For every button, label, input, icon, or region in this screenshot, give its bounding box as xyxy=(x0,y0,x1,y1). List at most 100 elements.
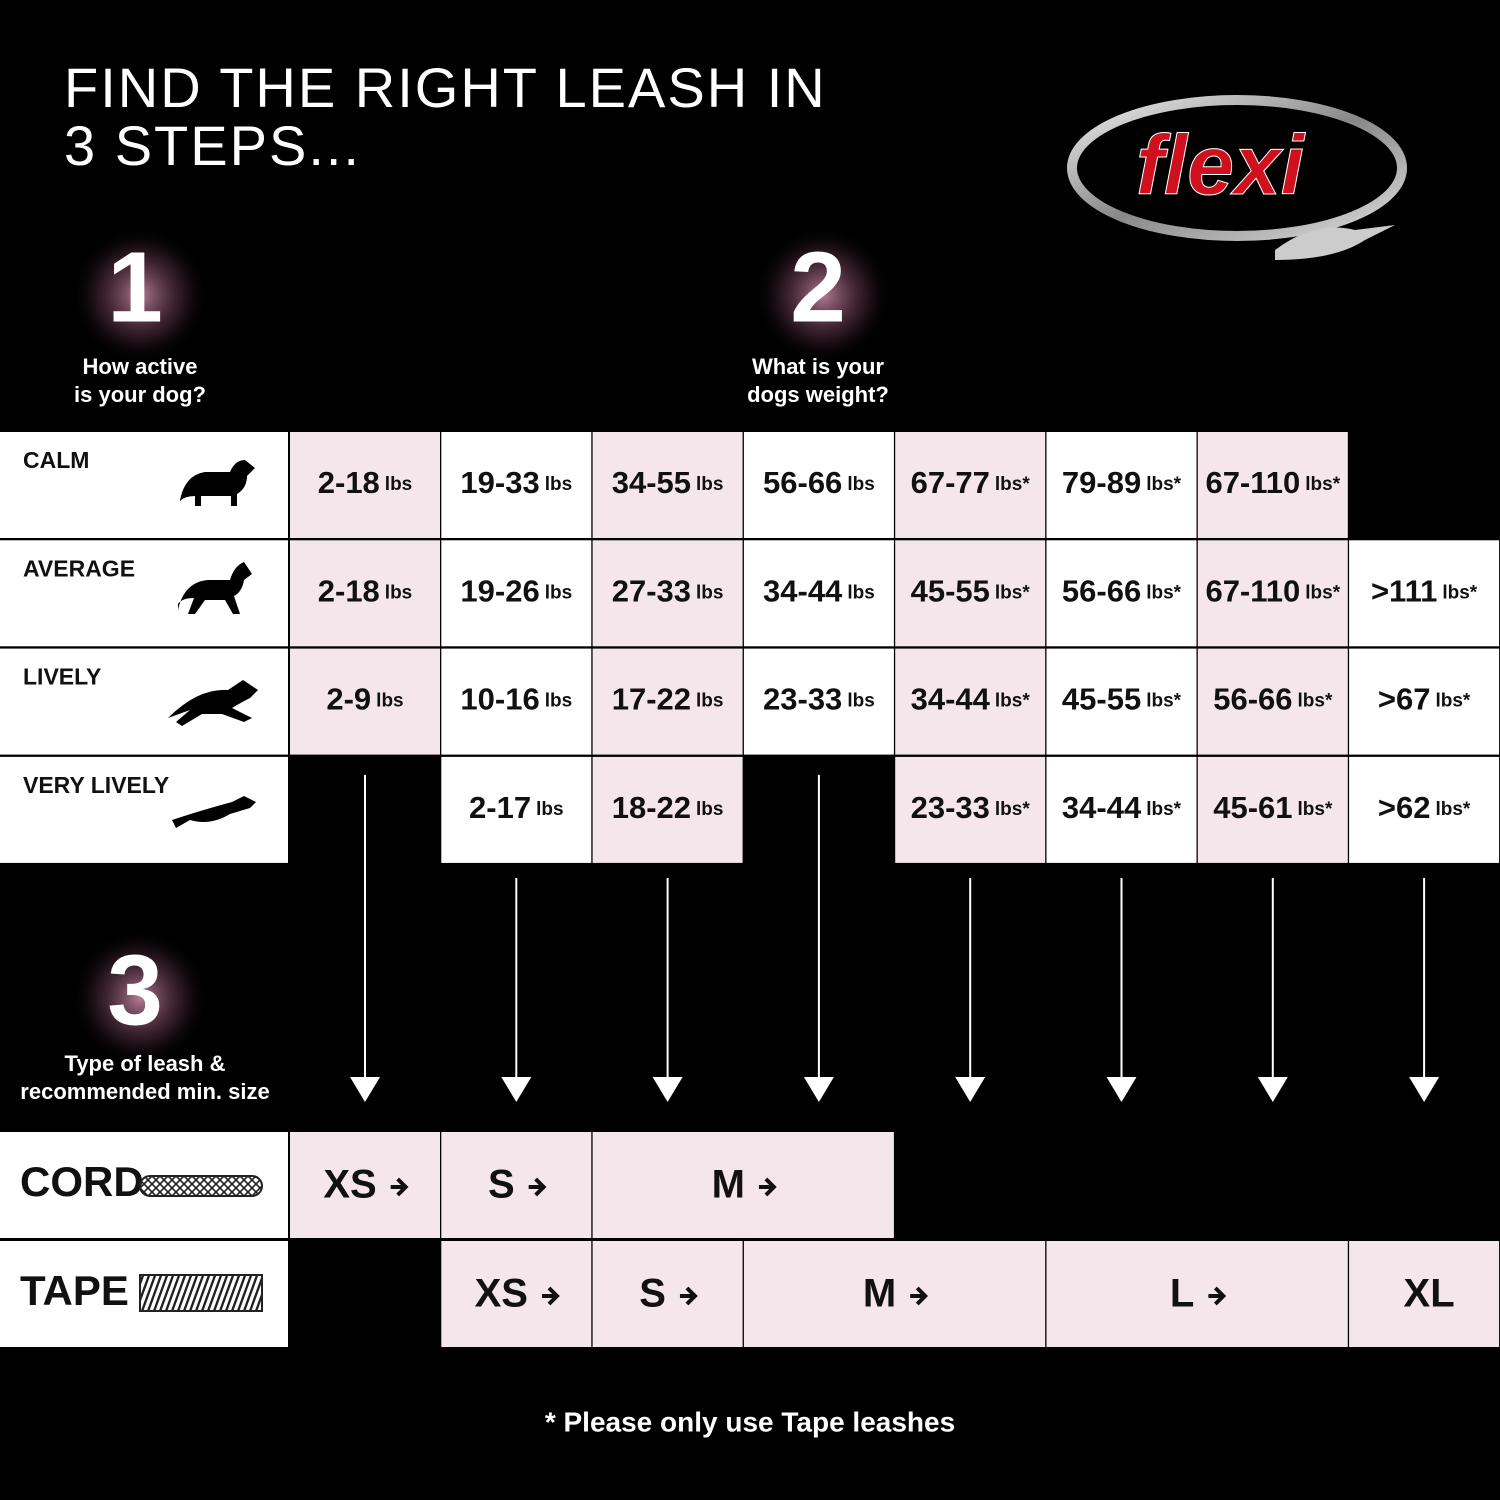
footnote: * Please only use Tape leashes xyxy=(545,1406,955,1437)
weight-range: 17-22 xyxy=(612,682,691,717)
weight-range: 2-9 xyxy=(326,682,371,717)
weight-unit: lbs* xyxy=(1298,799,1333,820)
weight-range: 45-55 xyxy=(911,573,990,608)
weight-unit: lbs xyxy=(847,691,874,712)
weight-range: 56-66 xyxy=(763,465,842,500)
weight-cell xyxy=(441,432,592,538)
weight-unit: lbs xyxy=(847,474,874,495)
size-arrow xyxy=(1208,1286,1227,1306)
weight-unit: lbs* xyxy=(1298,691,1333,712)
weight-unit: lbs* xyxy=(1435,799,1470,820)
weight-unit: lbs* xyxy=(995,582,1030,603)
weight-range: 67-110 xyxy=(1205,573,1300,608)
weight-cell xyxy=(1046,648,1197,755)
size-label: S xyxy=(488,1163,515,1207)
weight-range: 2-18 xyxy=(318,465,380,500)
size-arrow xyxy=(390,1177,409,1197)
weight-text: 34-55 lbs xyxy=(612,465,724,500)
weight-cell xyxy=(290,432,440,538)
arrow-head xyxy=(1409,1077,1440,1102)
weight-cell xyxy=(1046,540,1197,647)
weight-range: 45-55 xyxy=(1062,682,1141,717)
weight-cell xyxy=(290,540,440,647)
size-cell xyxy=(441,1132,592,1238)
dog-icon xyxy=(168,680,258,726)
weight-cell xyxy=(1197,648,1348,755)
weight-unit: lbs* xyxy=(1146,691,1181,712)
weight-cell xyxy=(1197,756,1348,863)
arrow-head xyxy=(1257,1077,1288,1102)
size-arrow xyxy=(758,1177,777,1197)
step-label: Type of leash & xyxy=(65,1051,226,1076)
size-cell xyxy=(743,1241,1046,1347)
weight-text: >62 lbs* xyxy=(1378,790,1471,825)
weight-range: 2-17 xyxy=(469,790,531,825)
logo-dog xyxy=(1275,225,1395,260)
weight-text: 2-17 lbs xyxy=(469,790,564,825)
weight-range: 34-44 xyxy=(1062,790,1142,825)
size-cell xyxy=(1349,1241,1500,1347)
weight-range: 67-110 xyxy=(1205,465,1300,500)
size-cell xyxy=(290,1132,440,1238)
tape-icon xyxy=(139,1274,263,1312)
weight-unit: lbs xyxy=(696,582,723,603)
weight-text: 34-44 lbs* xyxy=(911,682,1031,717)
size-arrow xyxy=(528,1177,547,1197)
weight-unit: lbs xyxy=(696,691,723,712)
weight-unit: lbs* xyxy=(1146,799,1181,820)
weight-text: 23-33 lbs* xyxy=(911,790,1031,825)
size-cell xyxy=(592,1241,743,1347)
arrow-head xyxy=(350,1077,380,1102)
weight-range: 67-77 xyxy=(911,465,990,500)
weight-range: 56-66 xyxy=(1213,682,1292,717)
weight-cell xyxy=(592,432,743,538)
weight-text: 45-55 lbs* xyxy=(1062,682,1182,717)
weight-cell xyxy=(1197,540,1348,647)
weight-unit: lbs xyxy=(376,691,403,712)
weight-unit: lbs xyxy=(545,582,572,603)
weight-unit: lbs* xyxy=(1146,582,1181,603)
weight-text: 2-18 lbs xyxy=(318,465,413,500)
dog-icon xyxy=(178,562,252,614)
weight-range: 10-16 xyxy=(460,682,539,717)
weight-cell xyxy=(743,648,894,755)
arrow-head xyxy=(1106,1077,1137,1102)
weight-range: 34-44 xyxy=(763,573,843,608)
weight-cell xyxy=(1046,432,1197,538)
arrow-head xyxy=(803,1077,834,1102)
weight-range: 79-89 xyxy=(1062,465,1141,500)
weight-text: 45-61 lbs* xyxy=(1213,790,1333,825)
step-glow xyxy=(70,928,210,1068)
weight-text: 56-66 lbs* xyxy=(1062,573,1182,608)
weight-range: 27-33 xyxy=(612,573,691,608)
weight-unit: lbs xyxy=(847,582,874,603)
weight-unit: lbs* xyxy=(1435,691,1470,712)
weight-text: 67-77 lbs* xyxy=(911,465,1031,500)
leash-type: TAPE xyxy=(20,1267,129,1314)
level-label: CALM xyxy=(23,447,89,473)
weight-cell xyxy=(592,648,743,755)
content: 1 How active is your dog? 2 What is your dogs… xyxy=(0,225,1500,1347)
size-arrow xyxy=(910,1286,929,1306)
weight-range: 19-33 xyxy=(460,465,539,500)
step-label: is your dog? xyxy=(74,382,206,407)
weight-cell xyxy=(1349,756,1500,863)
weight-unit: lbs xyxy=(385,582,412,603)
weight-text: 27-33 lbs xyxy=(612,573,724,608)
weight-range: >111 xyxy=(1371,573,1437,608)
logo-ring xyxy=(1067,95,1407,241)
weight-text: 19-26 lbs xyxy=(460,573,572,608)
weight-cell xyxy=(895,432,1046,538)
weight-text: 17-22 lbs xyxy=(612,682,724,717)
title-line: FIND THE RIGHT LEASH IN xyxy=(64,56,827,119)
size-label: XL xyxy=(1404,1272,1455,1316)
weight-text: 2-9 lbs xyxy=(326,682,403,717)
step-label: recommended min. size xyxy=(20,1079,269,1104)
weight-text: 23-33 lbs xyxy=(763,682,875,717)
weight-cell xyxy=(1349,540,1500,647)
step-glow xyxy=(70,225,210,365)
weight-range: 56-66 xyxy=(1062,573,1141,608)
logo-text: flexi xyxy=(1136,118,1306,212)
size-label: M xyxy=(863,1272,896,1316)
weight-cell xyxy=(290,648,440,755)
